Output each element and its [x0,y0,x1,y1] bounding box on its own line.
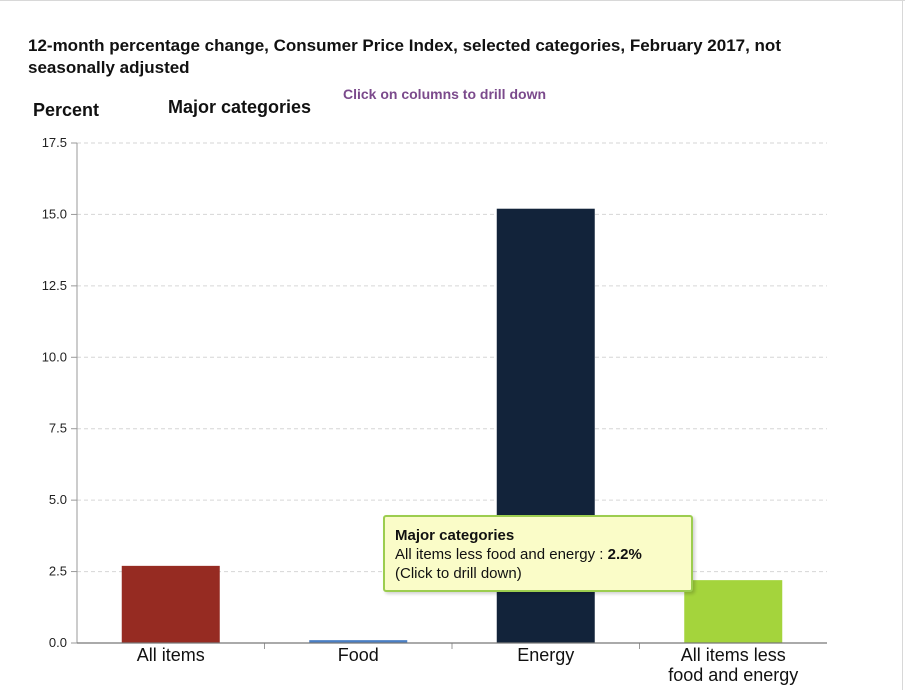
frame-right-border [902,0,903,690]
x-tick-label: All items [137,645,205,665]
x-tick-label: Energy [517,645,574,665]
y-tick-label: 15.0 [42,206,67,221]
tooltip-separator: : [595,546,608,563]
y-axis-label: Percent [33,100,100,120]
frame-top-border [0,0,905,1]
chart-subtitle: Major categories [168,97,312,117]
y-tick-label: 12.5 [42,278,67,293]
bar[interactable] [684,580,783,643]
drill-down-hint[interactable]: Click on columns to drill down [343,86,547,102]
tooltip-value: 2.2% [607,546,642,563]
y-tick-label: 5.0 [49,492,67,507]
x-tick-label: food and energy [668,665,798,685]
y-tick-label: 7.5 [49,421,67,436]
chart-title: 12-month percentage change, Consumer Pri… [28,36,781,77]
x-tick-label: Food [338,645,379,665]
y-tick-label: 2.5 [49,564,67,579]
bar[interactable] [309,640,408,643]
y-tick-label: 17.5 [42,135,67,150]
grid-lines [77,142,827,573]
bar[interactable] [121,565,220,643]
y-tick-label: 10.0 [42,349,67,364]
x-tick-label: All items less [681,645,786,665]
tooltip-title: Major categories [395,527,515,544]
tooltip-action: (Click to drill down) [395,565,522,582]
chart-tooltip: Major categories All items less food and… [383,515,693,592]
tooltip-row: All items less food and energy : 2.2% [395,545,681,564]
y-tick-label: 0.0 [49,635,67,650]
y-axis: 0.0 2.5 5.0 7.5 10.0 12.5 15.0 17.5 [42,135,78,650]
tooltip-label: All items less food and energy [395,546,596,563]
